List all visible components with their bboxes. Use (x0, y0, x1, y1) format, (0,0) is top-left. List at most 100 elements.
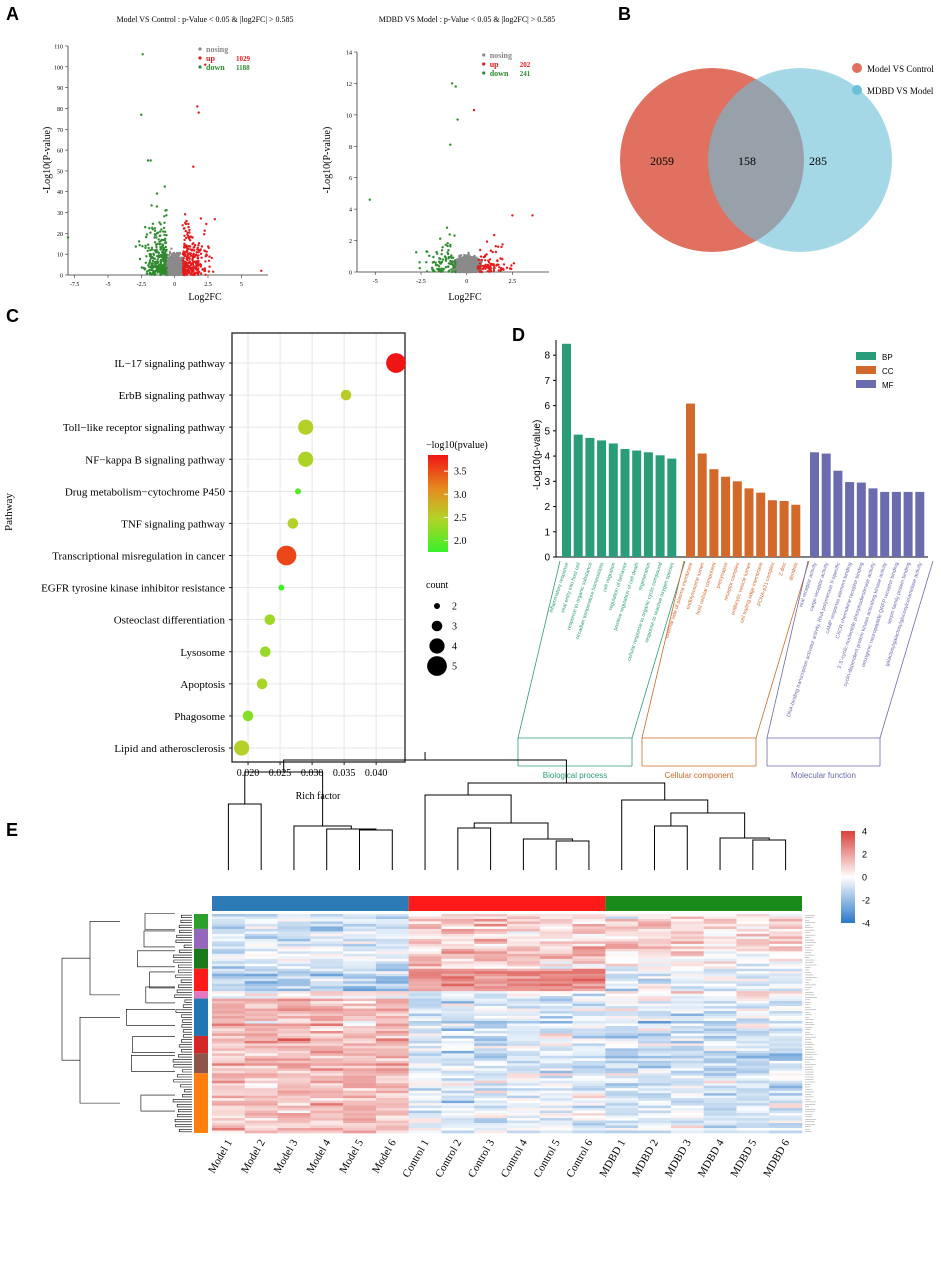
y-tick-label: 4 (544, 452, 550, 463)
point-up (197, 244, 200, 247)
point-nosing (168, 251, 172, 255)
x-tick-label: -5 (373, 279, 378, 285)
point-up (196, 257, 199, 260)
heatmap-cell (408, 926, 442, 930)
go-bar-cc (709, 469, 719, 557)
heatmap-cell (539, 956, 573, 960)
point-up (486, 270, 489, 273)
heatmap-cell (244, 963, 278, 967)
venn-legend-a-label: Model VS Control (867, 64, 934, 74)
pathway-label: Osteoclast differentiation (114, 615, 226, 627)
point-down (150, 246, 154, 249)
heatmap-cell (408, 918, 442, 922)
go-bar-mf (880, 491, 890, 557)
heatmap-cell (474, 968, 508, 972)
dendrogram-link (359, 829, 393, 870)
heatmap-cell (277, 926, 311, 930)
heatmap-cell (572, 958, 606, 962)
point-nosing (466, 254, 469, 257)
heatmap-cell (310, 918, 344, 922)
point-up (195, 251, 198, 254)
heatmap-cell (277, 958, 311, 962)
heatmap-cell (703, 956, 737, 960)
point-down (158, 255, 161, 258)
point-up (197, 242, 201, 245)
point-down (144, 246, 147, 250)
point-nosing (170, 247, 173, 250)
point-down (159, 248, 162, 251)
heatmap-cell (244, 956, 278, 960)
heatmap-cell (310, 966, 344, 970)
heatmap-cell (474, 961, 508, 965)
heatmap-cell (539, 948, 573, 952)
point-nosing (463, 269, 466, 272)
point-nosing (468, 256, 471, 259)
point-nosing (475, 262, 478, 265)
point-up (478, 262, 482, 265)
point-up (203, 269, 206, 272)
heatmap-cell (703, 958, 737, 962)
point-up (195, 265, 198, 268)
point-up (480, 270, 484, 274)
heatmap-cell (703, 926, 737, 930)
point-down (158, 234, 161, 238)
column-group-bar-model (212, 896, 409, 911)
go-bar-mf (821, 453, 831, 557)
point-nosing (180, 256, 183, 259)
heatmap-cell (277, 951, 311, 955)
heatmap-cell (605, 921, 639, 925)
heatmap-cell (605, 958, 639, 962)
heatmap-cell (539, 914, 573, 917)
heatmap-cell (507, 963, 541, 967)
point-down (138, 244, 141, 247)
heatmap-cell (539, 923, 573, 927)
heatmap-cell (212, 963, 246, 967)
point-down (448, 269, 451, 272)
heatmap-cell (670, 966, 704, 970)
heatmap-cell (277, 946, 311, 950)
go-bar-bp (608, 443, 618, 557)
point-down (146, 159, 150, 162)
point-up (204, 260, 207, 263)
heatmap-cell (343, 914, 377, 917)
point-up (505, 266, 509, 269)
point-up (476, 267, 479, 270)
heatmap-cell (638, 963, 672, 967)
heatmap-cell (605, 936, 639, 940)
pathway-label: Phagosome (174, 711, 225, 723)
heatmap-cell (670, 951, 704, 955)
point-up (183, 213, 187, 216)
point-up (477, 258, 481, 262)
go-bar-bp (643, 452, 653, 557)
heatmap-cell (474, 928, 508, 932)
heatmap-cell (375, 933, 409, 937)
heatmap-cell (375, 968, 409, 972)
heatmap-cell (507, 918, 541, 922)
point-down (156, 258, 159, 261)
point-up (181, 224, 184, 227)
point-up (531, 214, 534, 217)
point-down (151, 228, 154, 231)
point-down (450, 254, 453, 257)
point-up (183, 254, 186, 258)
dendrogram-link (555, 840, 590, 870)
x-tick-label: 0.020 (237, 768, 260, 779)
point-down (164, 260, 167, 263)
heatmap-cell (670, 914, 704, 917)
point-nosing (169, 269, 172, 272)
heatmap-cell (539, 953, 573, 957)
pathway-label: EGFR tyrosine kinase inhibitor resistanc… (41, 583, 225, 595)
point-down (444, 266, 448, 269)
size-legend-dot (427, 656, 447, 676)
point-nosing (460, 267, 463, 271)
point-up (497, 263, 500, 266)
point-down (148, 268, 152, 272)
point-up (484, 259, 487, 262)
heatmap-cell (572, 951, 606, 955)
point-down (450, 268, 453, 271)
heatmap-cell (310, 951, 344, 955)
heatmap-cell (277, 943, 311, 947)
heatmap-cell (441, 931, 475, 935)
point-down (444, 259, 448, 262)
heatmap-cell (638, 918, 672, 922)
